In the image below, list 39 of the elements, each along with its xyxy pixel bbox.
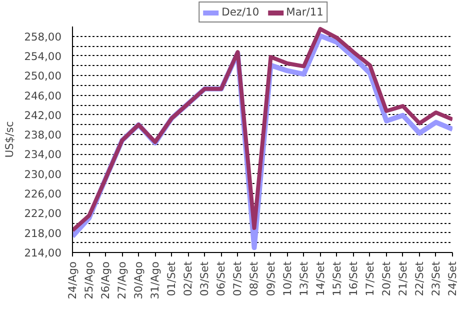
y-tick-label: 226,00 (24, 188, 62, 201)
y-tick-label: 258,00 (24, 30, 62, 44)
x-tick-label: 26/Ago (99, 261, 112, 300)
x-tick-label: 27/Ago (116, 261, 129, 300)
x-tick-label: 24/Set (446, 261, 459, 296)
x-tick-label: 25/Ago (82, 261, 96, 300)
y-tick-label: 242,00 (24, 108, 62, 122)
y-tick-label: 218,00 (24, 226, 62, 240)
y-tick-label: 238,00 (24, 128, 62, 142)
x-tick-label: 02/Set (182, 261, 195, 296)
y-tick-label: 246,00 (24, 89, 62, 102)
y-tick-label: 230,00 (24, 168, 62, 181)
y-tick-label: 234,00 (24, 148, 62, 162)
x-tick-label: 06/Set (214, 261, 228, 296)
x-tick-label: 10/Set (280, 261, 294, 296)
x-tick-label: 20/Set (380, 261, 393, 296)
y-tick-label: 250,00 (24, 70, 62, 83)
x-tick-label: 22/Set (412, 261, 426, 296)
x-tick-label: 03/Set (198, 261, 212, 296)
y-tick-label: 222,00 (24, 207, 62, 220)
x-tick-label: 23/Set (429, 261, 442, 296)
x-tick-label: 01/Set (165, 261, 178, 296)
x-tick-label: 08/Set (248, 261, 261, 296)
x-tick-label: 14/Set (314, 261, 327, 296)
legend-label: Dez/10 (222, 6, 260, 18)
x-tick-label: 09/Set (264, 261, 278, 296)
x-tick-label: 24/Ago (66, 261, 79, 300)
x-tick-label: 30/Ago (132, 261, 146, 300)
y-tick-label: 214,00 (24, 246, 62, 260)
x-tick-label: 16/Set (346, 261, 360, 296)
x-tick-label: 17/Set (363, 261, 376, 296)
y-axis-title: US$/sc (3, 121, 16, 158)
legend-label: Mar/11 (286, 6, 324, 18)
x-tick-label: 07/Set (231, 261, 244, 296)
x-tick-label: 13/Set (297, 261, 310, 296)
x-tick-label: 21/Set (396, 261, 410, 296)
x-tick-label: 15/Set (330, 261, 344, 296)
y-tick-label: 254,00 (24, 50, 62, 63)
x-tick-label: 31/Ago (148, 261, 162, 300)
